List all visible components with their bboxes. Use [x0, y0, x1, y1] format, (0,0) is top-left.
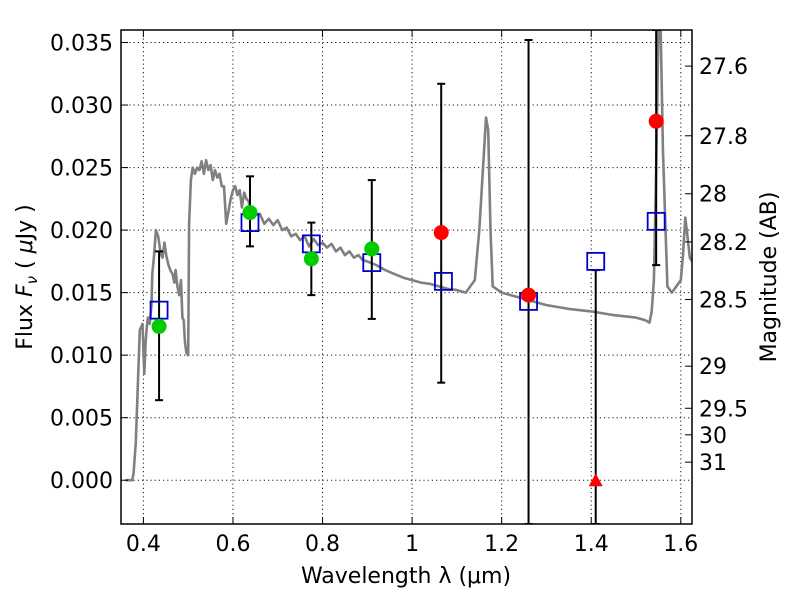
y-tick-labels: 0.000 0.005 0.010 0.015 0.020 0.025 0.030 0.035 — [50, 32, 113, 495]
detection-point — [303, 251, 319, 267]
marker-layer — [149, 113, 666, 487]
y2-tick-label: 27.6 — [699, 55, 748, 80]
y-tick-label: 0.010 — [50, 344, 113, 369]
model-photometry-square — [646, 211, 666, 231]
y-tick-label: 0.020 — [50, 219, 113, 244]
low-sn-point — [433, 225, 449, 241]
detection-point — [242, 205, 258, 221]
ticks — [121, 30, 692, 524]
x-tick-label: 0.6 — [215, 532, 250, 557]
x-tick-labels: 0.4 0.6 0.8 1 1.2 1.4 1.6 — [126, 532, 698, 557]
y-axis-label-mu: μ — [13, 239, 38, 254]
detection-point — [151, 318, 167, 334]
y2-tick-label: 29.5 — [699, 397, 748, 422]
y-axis-label: Flux Fν ( μJy ) — [13, 204, 41, 349]
y2-tick-label: 29 — [699, 355, 727, 380]
y-axis-label-prefix: Flux — [13, 297, 38, 350]
y-tick-label: 0.035 — [50, 32, 113, 57]
y2-axis-label: Magnitude (AB) — [757, 192, 782, 363]
y2-tick-label: 31 — [699, 451, 727, 476]
detection-point — [364, 241, 380, 257]
y2-tick-label: 28.5 — [699, 288, 748, 313]
y2-tick-label: 30 — [699, 424, 727, 449]
y-tick-label: 0.005 — [50, 407, 113, 432]
x-tick-label: 1.6 — [663, 532, 698, 557]
x-tick-label: 0.8 — [305, 532, 340, 557]
y-tick-label: 0.000 — [50, 469, 113, 494]
nondetection-triangle — [588, 473, 603, 487]
y-axis-label-paren: ( — [13, 253, 38, 276]
x-tick-label: 1.2 — [484, 532, 519, 557]
y-axis-label-subscript: ν — [23, 276, 41, 284]
grid — [121, 30, 692, 524]
model-photometry-square — [149, 300, 169, 320]
x-tick-label: 1 — [405, 532, 419, 557]
plot-frame — [120, 29, 693, 525]
x-tick-label: 0.4 — [126, 532, 161, 557]
x-tick-label: 1.4 — [574, 532, 609, 557]
low-sn-point — [648, 113, 664, 129]
y-axis-label-unit: Jy ) — [13, 204, 38, 241]
y2-tick-label: 27.8 — [699, 125, 748, 150]
y-tick-label: 0.015 — [50, 282, 113, 307]
y2-tick-label: 28 — [699, 183, 727, 208]
low-sn-point — [521, 287, 537, 303]
y-axis-label-symbol: F — [13, 284, 38, 297]
model-photometry-square — [586, 251, 606, 271]
plot-area — [125, 30, 692, 524]
y-tick-label: 0.030 — [50, 94, 113, 119]
y-tick-label: 0.025 — [50, 157, 113, 182]
x-axis-label: Wavelength λ (μm) — [301, 564, 511, 589]
y2-tick-label: 28.2 — [699, 231, 748, 256]
model-photometry-square — [434, 271, 453, 291]
